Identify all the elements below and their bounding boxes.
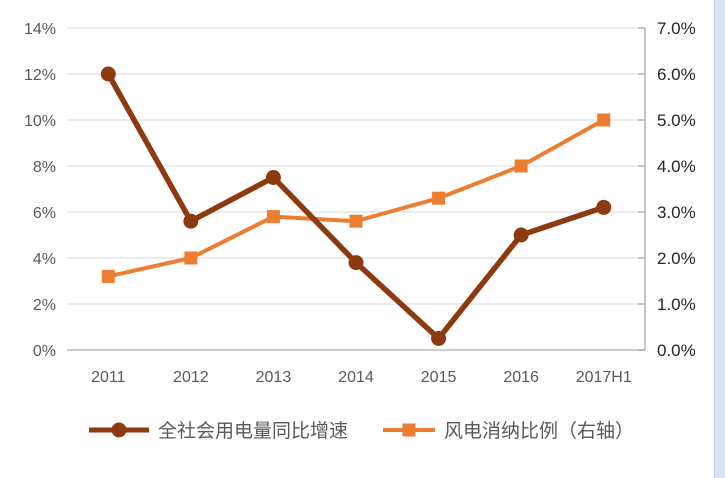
right-axis-tick-label: 5.0% (657, 111, 696, 130)
data-point-square-marker (101, 269, 115, 283)
data-point-circle-marker (596, 199, 612, 215)
data-point-square-marker (597, 113, 611, 127)
data-point-square-marker (184, 251, 198, 265)
left-axis-tick-label: 10% (24, 113, 56, 130)
x-axis-tick-label: 2014 (338, 369, 374, 386)
legend-label-electricity-growth: 全社会用电量同比增速 (158, 421, 349, 442)
left-axis-tick-label: 2% (33, 297, 56, 314)
right-axis-tick-label: 7.0% (657, 19, 696, 38)
x-axis-tick-label: 2011 (91, 369, 126, 386)
dual-axis-line-chart: 14% 12% 10% 8% 6% 4% 2% 0% 7.0% 6.0% 5.0% 4.0% 3.0% 2… (24, 19, 696, 386)
data-point-square-marker (514, 159, 528, 173)
data-point-square-marker (266, 210, 280, 224)
left-axis-tick-label: 8% (33, 159, 56, 176)
data-point-circle-marker (513, 227, 529, 243)
data-point-circle-marker (348, 255, 364, 271)
right-axis-tick-label: 0.0% (657, 341, 696, 360)
left-axis-tick-label: 6% (33, 205, 56, 222)
data-point-circle-marker (431, 331, 447, 346)
x-axis-tick-label: 2017H1 (576, 369, 632, 386)
right-axis-tick-label: 3.0% (657, 203, 696, 222)
data-point-circle-marker (183, 213, 199, 229)
series-line-wind-consumption (106, 118, 606, 279)
legend: 全社会用电量同比增速 风电消纳比例（右轴） (88, 416, 634, 443)
legend-label-wind-consumption: 风电消纳比例（右轴） (444, 421, 635, 442)
legend-line-circle-marker-icon (89, 422, 149, 437)
page-edge-strip (714, 0, 725, 478)
x-axis-tick-label: 2013 (256, 369, 292, 386)
data-point-circle-marker (265, 170, 281, 185)
x-axis-tick-label: 2012 (173, 369, 209, 386)
left-axis-tick-label: 12% (24, 67, 56, 84)
data-point-square-marker (349, 214, 363, 228)
legend-item-electricity-growth: 全社会用电量同比增速 (88, 416, 348, 443)
left-axis-tick-label: 14% (24, 21, 56, 38)
right-axis-tick-label: 2.0% (657, 249, 696, 268)
legend-line-square-marker-icon (383, 423, 436, 436)
right-axis-tick-label: 1.0% (657, 295, 696, 314)
x-axis-tick-label: 2015 (421, 369, 457, 386)
x-axis-tick-label: 2016 (503, 369, 539, 386)
left-axis-tick-label: 4% (33, 251, 56, 268)
data-point-circle-marker (100, 66, 116, 82)
right-axis-tick-label: 4.0% (657, 157, 696, 176)
data-point-square-marker (432, 191, 446, 205)
series-line-electricity-growth (105, 71, 607, 342)
left-axis-tick-label: 0% (33, 343, 56, 360)
right-axis-tick-label: 6.0% (657, 65, 696, 84)
legend-item-wind-consumption: 风电消纳比例（右轴） (382, 416, 634, 443)
